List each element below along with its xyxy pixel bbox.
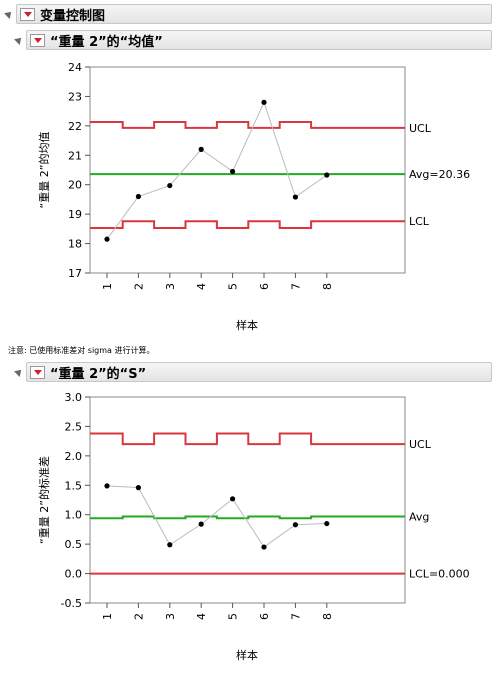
center-label: Avg [409,510,429,523]
data-point [324,172,330,178]
x-axis-title: 样本 [236,648,258,662]
s-chart-header[interactable]: “重量 2”的“S” [12,362,492,382]
data-point [198,521,204,527]
x-tick-label: 6 [258,613,271,620]
x-axis-title: 样本 [236,318,258,332]
y-axis-title: “重量 2”的标准差 [37,456,51,544]
mean-chart-title: “重量 2”的“均值” [50,34,163,50]
sigma-note: 注意: 已使用标准差对 sigma 进行计算。 [8,346,155,355]
plot-frame [89,66,406,274]
y-tick-label: 1.5 [65,479,83,492]
data-point [261,99,267,105]
y-tick-label: 22 [68,120,82,133]
x-tick-label: 1 [101,613,114,620]
y-tick-label: 0.5 [65,538,83,551]
center-line [90,515,405,520]
data-point [167,182,173,189]
y-tick-label: 19 [68,208,82,221]
y-tick-label: 23 [68,90,82,103]
x-tick-label: 4 [195,613,208,620]
data-point [261,544,267,550]
s-chart-title: “重量 2”的“S” [50,366,147,382]
x-tick-label: 7 [289,613,302,620]
y-tick-label: 18 [68,238,82,251]
red-triangle-menu-icon[interactable] [30,365,45,379]
lcl-label: LCL [409,215,430,228]
y-tick-label: 20 [68,179,82,192]
ucl-line [90,432,405,446]
x-tick-label: 5 [227,283,240,290]
x-tick-label: 6 [258,283,271,290]
collapse-triangle-icon[interactable] [14,35,24,45]
data-point [104,236,110,242]
collapse-triangle-icon[interactable] [14,367,24,377]
x-tick-label: 5 [227,613,240,620]
x-tick-label: 7 [289,283,302,290]
x-tick-label: 3 [164,613,177,620]
plot-frame [89,396,406,604]
y-tick-label: 2.5 [65,420,83,433]
x-tick-label: 1 [101,283,114,290]
y-tick-label: 3.0 [65,391,83,404]
red-triangle-menu-icon[interactable] [30,33,45,47]
data-point [135,193,141,200]
data-point [292,522,298,528]
control-chart-title: 变量控制图 [40,8,106,24]
x-tick-label: 8 [321,613,334,620]
data-point [230,168,236,175]
collapse-triangle-icon[interactable] [4,9,14,19]
data-point [104,483,110,489]
series-connector [106,485,327,548]
lcl-line [90,220,405,229]
x-tick-label: 4 [195,283,208,290]
y-tick-label: 21 [68,149,82,162]
data-point [198,146,204,152]
data-point [135,485,141,491]
center-label: Avg=20.36 [409,168,470,181]
y-tick-label: 0.0 [65,568,83,581]
y-tick-label: 2.0 [65,450,83,463]
mean-chart-header[interactable]: “重量 2”的“均值” [12,30,492,50]
s-control-chart: -0.5 0.0 0.5 1.0 1.5 2.0 2.5 3.0 1 2 3 4 5 6 7 8 UCL Avg L… [37,391,470,662]
x-tick-label: 2 [132,283,145,290]
y-tick-label: 17 [68,267,82,280]
y-tick-label: 24 [68,61,82,74]
data-point [292,194,298,200]
x-tick-label: 2 [132,613,145,620]
y-axis-title: “重量 2”的均值 [37,132,51,209]
ucl-label: UCL [409,122,432,135]
series-connector [106,100,328,240]
ucl-line [90,121,405,129]
x-tick-label: 8 [321,283,334,290]
ucl-label: UCL [409,438,432,451]
control-chart-header[interactable]: 变量控制图 [2,4,492,24]
y-tick-label: 1.0 [65,509,83,522]
y-tick-label: -0.5 [61,597,82,610]
data-point [167,542,173,548]
x-tick-label: 3 [164,283,177,290]
data-point [230,496,236,502]
data-point [324,520,330,527]
red-triangle-menu-icon[interactable] [20,7,35,21]
lcl-label: LCL=0.000 [409,568,470,581]
